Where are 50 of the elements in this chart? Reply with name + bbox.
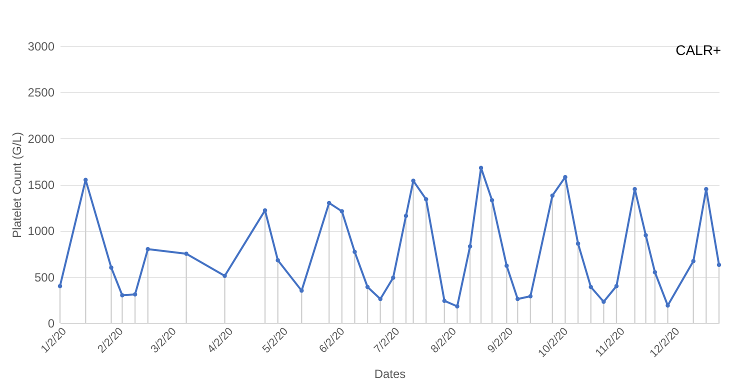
point xyxy=(340,209,344,214)
point xyxy=(424,197,428,202)
x-axis-title: Dates xyxy=(374,367,406,382)
point xyxy=(490,198,494,202)
y-tick-label: 500 xyxy=(34,270,55,284)
point xyxy=(404,214,408,218)
point xyxy=(478,166,484,170)
y-tick-label: 2000 xyxy=(28,132,55,146)
point xyxy=(300,288,304,293)
point xyxy=(120,293,124,298)
point xyxy=(504,264,509,268)
point xyxy=(84,178,88,182)
y-tick-label: 1500 xyxy=(28,178,55,192)
point xyxy=(391,276,396,280)
point xyxy=(222,274,227,278)
point xyxy=(588,284,593,290)
chart-title: CALR+ xyxy=(676,42,722,58)
point xyxy=(411,178,416,183)
point xyxy=(614,284,619,288)
point xyxy=(442,298,447,303)
point xyxy=(516,296,520,302)
point xyxy=(691,259,696,264)
point xyxy=(602,300,606,304)
point xyxy=(632,187,637,192)
point xyxy=(468,244,472,248)
point xyxy=(184,252,188,256)
point xyxy=(146,247,150,252)
point xyxy=(365,284,370,290)
point xyxy=(276,258,280,262)
point xyxy=(652,270,658,274)
point xyxy=(563,174,568,180)
point xyxy=(550,193,555,198)
point xyxy=(132,292,138,296)
point xyxy=(704,187,708,192)
point xyxy=(326,200,332,206)
point xyxy=(58,284,62,288)
point xyxy=(109,265,114,270)
y-tick-label: 3000 xyxy=(28,40,55,54)
point xyxy=(644,233,648,238)
y-tick-label: 2500 xyxy=(28,86,55,100)
point xyxy=(352,250,357,254)
point xyxy=(262,208,268,212)
point xyxy=(528,294,533,298)
point xyxy=(576,241,580,246)
point xyxy=(716,262,722,267)
point xyxy=(455,304,460,308)
y-axis-title: Platelet Count (G/L) xyxy=(10,132,24,238)
point xyxy=(378,296,382,302)
y-tick-label: 0 xyxy=(48,316,55,330)
y-tick-label: 1000 xyxy=(28,224,55,238)
